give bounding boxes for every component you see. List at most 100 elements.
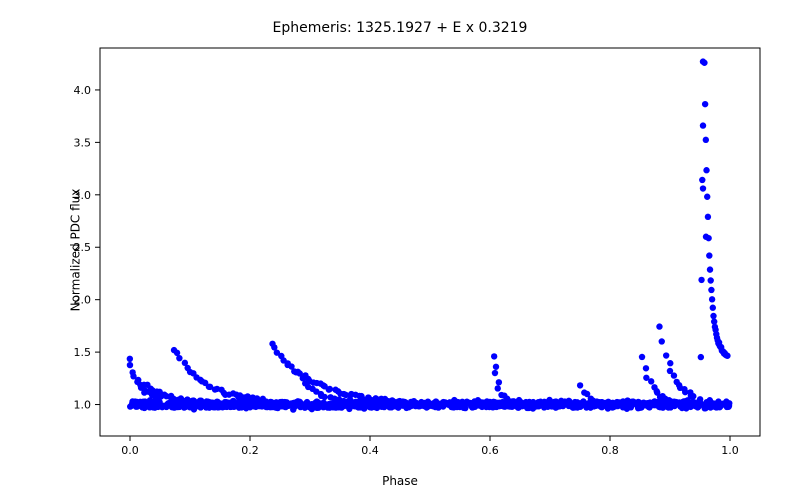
data-point: [606, 401, 612, 407]
data-point: [396, 398, 402, 404]
data-point: [280, 401, 286, 407]
data-point: [659, 402, 665, 408]
y-tick-label: 1.0: [74, 399, 92, 412]
data-point: [267, 401, 273, 407]
data-point: [700, 122, 706, 128]
data-point: [327, 386, 333, 392]
data-point: [705, 214, 711, 220]
data-point: [492, 370, 498, 376]
data-point: [688, 402, 694, 408]
data-point: [583, 404, 589, 410]
data-point: [152, 404, 158, 410]
data-point: [517, 402, 523, 408]
y-tick-label: 2.0: [74, 294, 92, 307]
data-point: [367, 404, 373, 410]
data-point: [491, 353, 497, 359]
data-point: [696, 402, 702, 408]
data-point: [549, 400, 555, 406]
data-point: [671, 372, 677, 378]
data-point: [667, 360, 673, 366]
data-point: [697, 396, 703, 402]
data-point: [295, 369, 301, 375]
data-point: [321, 394, 327, 400]
x-tick-label: 0.2: [241, 444, 259, 457]
data-point: [649, 401, 655, 407]
data-point: [577, 382, 583, 388]
data-point: [302, 403, 308, 409]
x-tick-label: 1.0: [721, 444, 739, 457]
data-point: [169, 404, 175, 410]
data-point: [639, 354, 645, 360]
data-point: [724, 353, 730, 359]
data-point: [612, 403, 618, 409]
data-point: [127, 356, 133, 362]
data-point: [241, 400, 247, 406]
data-point: [496, 402, 502, 408]
data-point: [525, 401, 531, 407]
data-point: [250, 403, 256, 409]
data-point: [673, 399, 679, 405]
data-point: [703, 137, 709, 143]
data-point: [294, 402, 300, 408]
plot-svg: 0.00.20.40.60.81.01.01.52.02.53.03.54.0: [0, 0, 800, 500]
figure: Ephemeris: 1325.1927 + E x 0.3219 Normal…: [0, 0, 800, 500]
data-point: [639, 402, 645, 408]
data-point: [471, 398, 477, 404]
data-point: [224, 404, 230, 410]
data-point: [442, 399, 448, 405]
data-point: [698, 354, 704, 360]
data-point: [228, 399, 234, 405]
data-point: [176, 355, 182, 361]
data-point: [666, 397, 672, 403]
data-point: [629, 401, 635, 407]
x-tick-label: 0.4: [361, 444, 379, 457]
data-point: [572, 399, 578, 405]
data-point: [707, 266, 713, 272]
data-point: [698, 277, 704, 283]
data-point: [484, 400, 490, 406]
data-point: [330, 404, 336, 410]
x-tick-label: 0.8: [601, 444, 619, 457]
data-point: [690, 393, 696, 399]
data-point: [411, 401, 417, 407]
data-point: [260, 396, 266, 402]
data-point: [706, 252, 712, 258]
data-point: [170, 395, 176, 401]
y-tick-label: 4.0: [74, 84, 92, 97]
data-point: [464, 399, 470, 405]
data-point: [710, 305, 716, 311]
data-point: [703, 167, 709, 173]
data-point: [359, 396, 365, 402]
data-point: [713, 403, 719, 409]
data-point: [495, 385, 501, 391]
data-point: [541, 404, 547, 410]
data-point: [496, 379, 502, 385]
data-point: [648, 378, 654, 384]
data-point: [287, 401, 293, 407]
data-point: [187, 404, 193, 410]
data-point: [493, 364, 499, 370]
data-point: [725, 404, 731, 410]
data-point: [158, 402, 164, 408]
data-point: [709, 296, 715, 302]
data-point: [708, 277, 714, 283]
data-point: [506, 398, 512, 404]
y-tick-label: 2.5: [74, 241, 92, 254]
data-point: [710, 313, 716, 319]
data-point: [701, 60, 707, 66]
data-point: [703, 234, 709, 240]
y-tick-label: 3.5: [74, 136, 92, 149]
data-point: [461, 404, 467, 410]
data-point: [558, 398, 564, 404]
data-point: [683, 401, 689, 407]
data-point: [234, 403, 240, 409]
data-point: [700, 185, 706, 191]
data-point: [197, 399, 203, 405]
data-point: [656, 323, 662, 329]
data-point: [663, 352, 669, 358]
data-point: [127, 362, 133, 368]
data-point: [702, 101, 708, 107]
data-point: [643, 365, 649, 371]
data-point: [699, 177, 705, 183]
y-tick-label: 1.5: [74, 346, 92, 359]
